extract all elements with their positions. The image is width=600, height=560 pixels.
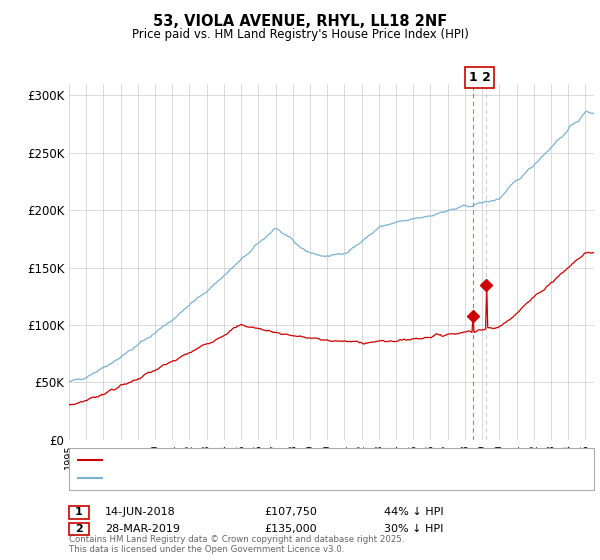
Text: £107,750: £107,750 (264, 507, 317, 517)
Text: 44% ↓ HPI: 44% ↓ HPI (384, 507, 443, 517)
Text: HPI: Average price, detached house, Denbighshire: HPI: Average price, detached house, Denb… (108, 473, 370, 483)
Text: £135,000: £135,000 (264, 524, 317, 534)
Text: Price paid vs. HM Land Registry's House Price Index (HPI): Price paid vs. HM Land Registry's House … (131, 28, 469, 41)
Text: 1: 1 (75, 507, 83, 517)
Text: 14-JUN-2018: 14-JUN-2018 (105, 507, 176, 517)
Text: 53, VIOLA AVENUE, RHYL, LL18 2NF (detached house): 53, VIOLA AVENUE, RHYL, LL18 2NF (detach… (108, 455, 388, 465)
Text: 30% ↓ HPI: 30% ↓ HPI (384, 524, 443, 534)
Text: Contains HM Land Registry data © Crown copyright and database right 2025.
This d: Contains HM Land Registry data © Crown c… (69, 535, 404, 554)
Text: 2: 2 (75, 524, 83, 534)
Text: 53, VIOLA AVENUE, RHYL, LL18 2NF: 53, VIOLA AVENUE, RHYL, LL18 2NF (153, 14, 447, 29)
Text: 1 2: 1 2 (469, 71, 490, 84)
Text: 28-MAR-2019: 28-MAR-2019 (105, 524, 180, 534)
